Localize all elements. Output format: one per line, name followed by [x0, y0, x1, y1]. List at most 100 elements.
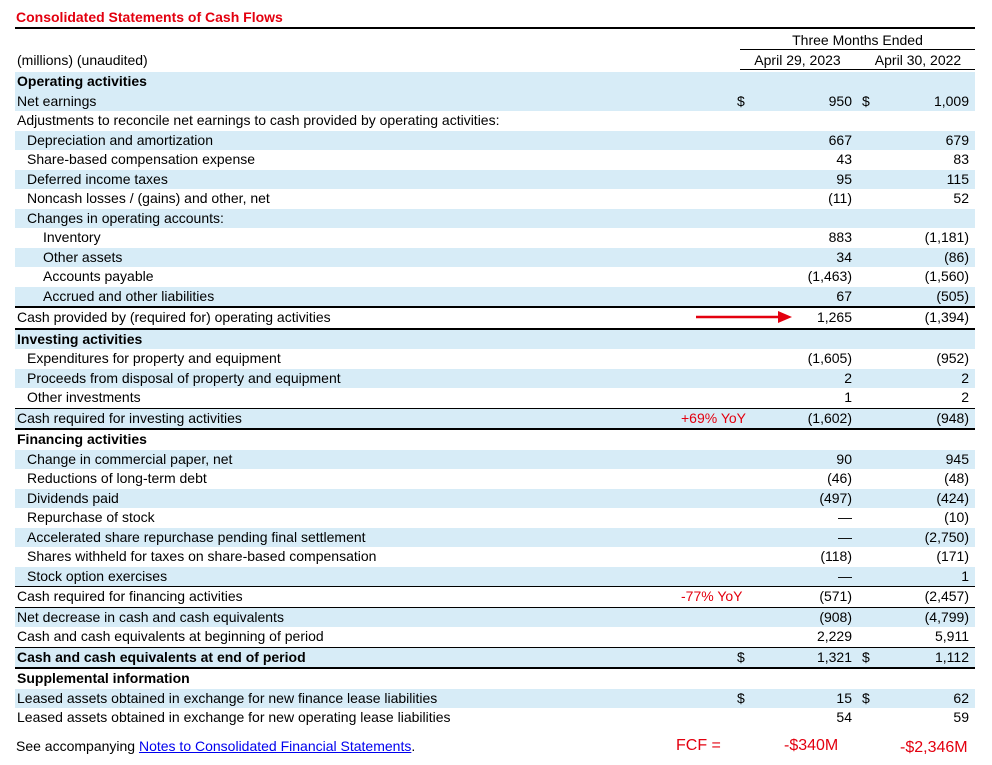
- value-2022: 62: [953, 689, 969, 706]
- row-label: Change in commercial paper, net: [27, 450, 233, 467]
- currency-symbol-2023: $: [737, 92, 745, 109]
- value-2023: (908): [819, 608, 852, 625]
- value-2023: (11): [828, 190, 852, 206]
- value-2022: 2: [961, 389, 969, 405]
- row-label: Inventory: [43, 229, 101, 245]
- value-2022: (1,181): [924, 229, 969, 245]
- value-2022: 59: [953, 709, 969, 725]
- value-2022: (2,750): [924, 528, 969, 545]
- table-row: Other assets 34 (86): [15, 247, 975, 267]
- value-2022: (48): [944, 470, 969, 486]
- value-2023: (1,602): [807, 409, 852, 426]
- table-row: Net decrease in cash and cash equivalent…: [15, 606, 975, 627]
- table-row: Inventory 883 (1,181): [15, 228, 975, 248]
- currency-symbol-2023: $: [737, 648, 745, 665]
- row-label: Cash provided by (required for) operatin…: [17, 309, 331, 325]
- value-2023: —: [838, 528, 852, 545]
- table-row: Cash provided by (required for) operatin…: [15, 306, 975, 328]
- yoy-annotation: +69% YoY: [681, 409, 747, 426]
- value-2023: 1,265: [816, 309, 852, 325]
- row-label: Cash required for investing activities: [17, 409, 242, 426]
- row-label: Leased assets obtained in exchange for n…: [17, 689, 438, 706]
- value-2022: (171): [936, 548, 969, 564]
- value-2023: 1: [844, 389, 852, 405]
- row-label: Shares withheld for taxes on share-based…: [27, 548, 377, 564]
- value-2023: 95: [836, 170, 852, 187]
- row-label: Accrued and other liabilities: [43, 287, 215, 304]
- row-label: Adjustments to reconcile net earnings to…: [17, 112, 500, 128]
- value-2023: (1,605): [807, 350, 852, 366]
- row-label: Cash and cash equivalents at beginning o…: [17, 628, 324, 644]
- value-2022: 52: [953, 190, 969, 206]
- table-row: Net earnings $950 $1,009: [15, 91, 975, 111]
- value-2023: —: [838, 567, 852, 584]
- value-2022: (505): [936, 287, 969, 304]
- value-2022: (2,457): [924, 588, 969, 604]
- row-label: Other assets: [43, 248, 123, 265]
- title-rule: [15, 27, 975, 29]
- row-label: Accelerated share repurchase pending fin…: [27, 528, 366, 545]
- value-2022: 5,911: [935, 628, 969, 644]
- cash-flow-table: Operating activities Net earnings $950 $1,0…: [15, 72, 975, 728]
- row-label: Other investments: [27, 389, 141, 405]
- row-label: Depreciation and amortization: [27, 131, 213, 148]
- fcf-value-2023: -$340M: [784, 737, 839, 754]
- value-2022: (86): [944, 248, 969, 265]
- row-label: Operating activities: [17, 73, 147, 89]
- row-label: Net earnings: [17, 92, 97, 109]
- table-row: Operating activities: [15, 72, 975, 92]
- table-row: Cash required for investing activities (1…: [15, 407, 975, 428]
- row-label: Net decrease in cash and cash equivalent…: [17, 608, 284, 625]
- value-2023: (1,463): [807, 268, 852, 284]
- row-label: Cash required for financing activities: [17, 588, 243, 604]
- row-label: Cash and cash equivalents at end of peri…: [17, 648, 306, 665]
- value-2023: 34: [836, 248, 852, 265]
- value-2023: 90: [836, 450, 852, 467]
- value-2022: (4,799): [924, 608, 969, 625]
- value-2022: (952): [936, 350, 969, 366]
- table-row: Reductions of long-term debt (46) (48): [15, 469, 975, 489]
- row-label: Financing activities: [17, 431, 147, 447]
- value-2023: 15: [836, 689, 852, 706]
- row-label: Investing activities: [17, 330, 143, 347]
- table-row: Dividends paid (497) (424): [15, 488, 975, 508]
- table-row: Other investments 1 2: [15, 388, 975, 408]
- table-row: Accrued and other liabilities 67 (505): [15, 286, 975, 306]
- value-2022: 945: [945, 450, 969, 467]
- table-row: Financing activities: [15, 428, 975, 450]
- units-label: (millions) (unaudited): [17, 52, 148, 68]
- value-2023: —: [838, 509, 852, 525]
- table-row: Expenditures for property and equipment (…: [15, 349, 975, 369]
- table-row: Accounts payable (1,463) (1,560): [15, 267, 975, 287]
- value-2022: (1,560): [924, 268, 969, 284]
- value-2023: 667: [828, 131, 852, 148]
- table-row: Cash and cash equivalents at beginning o…: [15, 627, 975, 647]
- row-label: Leased assets obtained in exchange for n…: [17, 709, 451, 725]
- value-2022: 679: [945, 131, 969, 148]
- currency-symbol-2022: $: [862, 92, 870, 109]
- column-header-rule: [740, 69, 975, 70]
- value-2023: (571): [819, 588, 852, 604]
- value-2023: 54: [836, 709, 852, 725]
- value-2023: 2: [844, 369, 852, 386]
- period-header-rule: [740, 49, 975, 50]
- value-2022: 83: [953, 151, 969, 167]
- value-2023: 950: [828, 92, 852, 109]
- column-header-2023: April 29, 2023: [754, 52, 841, 68]
- value-2023: (118): [820, 548, 852, 564]
- value-2023: 883: [828, 229, 852, 245]
- value-2022: (948): [936, 409, 969, 426]
- footer-suffix: .: [411, 738, 416, 754]
- table-row: Leased assets obtained in exchange for n…: [15, 688, 975, 708]
- row-label: Accounts payable: [43, 268, 154, 284]
- value-2023: (497): [819, 489, 852, 506]
- value-2022: 1,009: [933, 92, 969, 109]
- table-row: Repurchase of stock — (10): [15, 508, 975, 528]
- table-row: Deferred income taxes 95 115: [15, 169, 975, 189]
- period-header: Three Months Ended: [792, 32, 923, 48]
- table-row: Investing activities: [15, 327, 975, 349]
- notes-link[interactable]: Notes to Consolidated Financial Statemen…: [138, 738, 412, 754]
- value-2022: (424): [936, 489, 969, 506]
- table-row: Cash required for financing activities (5…: [15, 586, 975, 607]
- column-header-2022: April 30, 2022: [874, 52, 962, 68]
